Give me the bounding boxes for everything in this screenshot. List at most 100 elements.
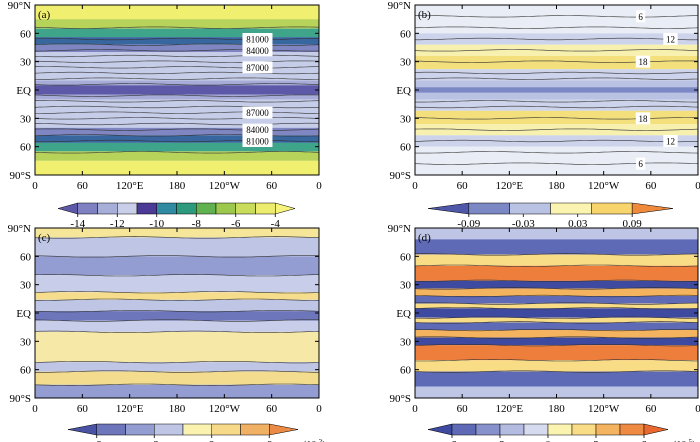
y-tick-label: 60	[400, 28, 412, 40]
contour-label: 84000	[246, 46, 269, 56]
y-tick-label: 30	[400, 57, 412, 69]
colorbar-swatch	[154, 423, 184, 436]
fill-band	[35, 160, 319, 175]
colorbar-swatch	[196, 202, 217, 215]
fill-band	[35, 292, 319, 300]
fill-band	[35, 80, 319, 86]
fill-band	[415, 345, 698, 361]
contour-line	[415, 370, 698, 373]
fill-band	[415, 322, 698, 330]
colorbar-swatch	[176, 202, 197, 215]
colorbar-swatch	[240, 423, 270, 436]
x-tick-label: 120°W	[588, 403, 620, 415]
fill-band	[35, 142, 319, 152]
x-tick-label: 0	[695, 403, 700, 415]
colorbar-swatch	[631, 202, 674, 215]
y-tick-label: 30	[20, 57, 32, 69]
contour-line	[35, 298, 319, 301]
x-tick-label: 60	[645, 180, 657, 192]
colorbar: -14 -12 -10 -8 -6 -4	[57, 202, 296, 230]
y-tick-label: EQ	[396, 85, 411, 97]
contour-line	[415, 359, 698, 362]
contour-line	[415, 344, 698, 347]
y-tick-label: 90°S	[389, 393, 411, 405]
x-tick-label: 120°W	[209, 403, 241, 415]
panel-label: (d)	[418, 232, 431, 244]
contour-line	[35, 71, 319, 75]
fill-band	[35, 19, 319, 29]
contour-label: 87000	[246, 108, 269, 118]
fill-band	[415, 360, 698, 372]
y-tick-label: 90°S	[9, 393, 31, 405]
colorbar-swatch	[499, 423, 525, 436]
contour-line	[415, 279, 698, 282]
fill-band	[35, 384, 319, 398]
fill-band	[415, 386, 698, 398]
contour-line	[415, 253, 698, 256]
contour-label-bg	[242, 61, 273, 74]
x-tick-label: 0	[316, 180, 322, 192]
y-tick-label: 90°S	[389, 170, 411, 182]
plot-area: 6 12 18 18 12 6	[415, 5, 698, 175]
fill-band	[35, 135, 319, 143]
colorbar-swatch	[97, 202, 118, 215]
x-tick-label: 180	[169, 180, 186, 192]
contour-label-bg	[663, 33, 678, 45]
contour-label-bg	[636, 10, 646, 23]
colorbar-unit: (10-5)	[673, 438, 696, 442]
colorbar-unit-exp: -2	[316, 438, 322, 442]
fill-band	[415, 296, 698, 304]
y-tick-label: 30	[400, 113, 412, 125]
colorbar-swatch	[117, 202, 138, 215]
y-tick-label: 30	[20, 113, 32, 125]
x-tick-label: 120°W	[209, 180, 241, 192]
contour-line	[35, 83, 319, 86]
colorbar-swatch	[451, 423, 477, 436]
contour-line	[415, 71, 698, 75]
contour-line	[35, 370, 319, 373]
contour-label-bg	[242, 33, 273, 45]
contour-line	[35, 330, 319, 333]
colorbar-tick-label: -10	[149, 218, 164, 230]
x-tick-label: 180	[548, 180, 565, 192]
y-tick-label: 90°S	[9, 170, 31, 182]
colorbar-swatch	[547, 423, 573, 436]
colorbar-swatch	[591, 202, 633, 215]
fill-band	[35, 28, 319, 38]
colorbar-swatch	[215, 202, 236, 215]
y-tick-label: 60	[20, 142, 32, 154]
x-tick-label: 120°E	[496, 403, 524, 415]
y-tick-label: 60	[20, 251, 32, 263]
panel-label: (c)	[38, 232, 51, 244]
contour-line	[415, 15, 698, 18]
x-tick-label: 0	[32, 403, 38, 415]
colorbar-swatch	[619, 423, 645, 436]
fill-band	[415, 56, 698, 70]
panel-c: 0 60 120°E 180 120°W 60 0 90°N 60 30 EQ 30 60 90°S (c)…	[8, 223, 326, 442]
contour-line	[415, 264, 698, 267]
fill-band	[35, 256, 319, 276]
fill-band	[35, 94, 319, 100]
contour-label-bg	[242, 106, 273, 119]
colorbar-swatch	[427, 202, 470, 215]
contour-line	[415, 328, 698, 332]
contour-label: 12	[666, 137, 675, 147]
contour-line	[35, 236, 319, 239]
fill-band	[415, 239, 698, 255]
x-tick-label: 60	[645, 403, 657, 415]
panel-d: 0 60 120°E 180 120°W 60 090°N6030EQ306090°S(d)…	[388, 223, 700, 442]
colorbar-tick-label: -0.09	[457, 218, 480, 230]
colorbar-tick-label: 0.09	[623, 218, 643, 230]
y-tick-label: EQ	[16, 85, 31, 97]
colorbar-tick-label: -0.03	[512, 218, 535, 230]
y-tick-label: 90°N	[8, 223, 31, 235]
y-tick-label: EQ	[16, 308, 31, 320]
contour-line	[415, 316, 698, 319]
y-tick-label: 30	[400, 280, 412, 292]
contour-label-bg	[635, 112, 651, 125]
fill-band	[35, 311, 319, 321]
contour-line	[35, 26, 319, 29]
x-tick-label: 0	[316, 403, 322, 415]
colorbar-swatch	[509, 202, 551, 215]
fill-band	[35, 320, 319, 332]
